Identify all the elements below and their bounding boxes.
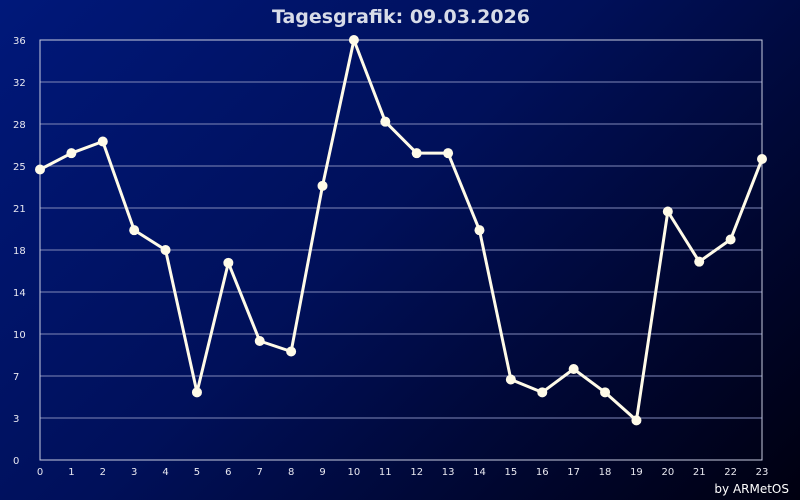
data-point (191, 387, 202, 398)
data-point (129, 225, 140, 236)
plot-area-frame (39, 39, 763, 461)
x-tick-label: 20 (661, 467, 674, 478)
data-point (380, 116, 391, 127)
x-tick-label: 16 (536, 467, 549, 478)
y-axis-ticks: 0 3 7 10 14 18 21 25 28 32 36 (13, 36, 26, 467)
y-tick-label: 7 (13, 372, 19, 383)
x-tick-label: 12 (410, 467, 423, 478)
x-tick-label: 7 (257, 467, 263, 478)
x-tick-label: 2 (100, 467, 106, 478)
data-point (631, 415, 642, 426)
data-point (254, 336, 265, 346)
x-tick-label: 22 (724, 467, 737, 478)
y-tick-label: 25 (13, 162, 26, 173)
x-tick-label: 0 (37, 467, 43, 478)
data-point (443, 148, 454, 159)
y-tick-label: 28 (13, 120, 26, 131)
x-tick-label: 19 (630, 467, 643, 478)
x-tick-label: 18 (599, 467, 612, 478)
data-point (568, 364, 579, 374)
series (35, 35, 767, 426)
x-tick-label: 15 (505, 467, 518, 478)
x-tick-label: 3 (131, 467, 137, 478)
y-tick-label: 10 (13, 330, 26, 341)
x-tick-label: 1 (68, 467, 74, 478)
x-tick-label: 4 (162, 467, 168, 478)
data-point (411, 148, 422, 159)
data-point (474, 225, 485, 236)
y-tick-label: 14 (13, 288, 26, 299)
y-tick-label: 21 (13, 204, 26, 215)
data-point (537, 387, 548, 398)
data-point (286, 346, 297, 357)
series-line (38, 38, 764, 422)
y-tick-label: 32 (13, 78, 26, 89)
data-point (223, 257, 234, 268)
x-tick-label: 14 (473, 467, 486, 478)
data-point (725, 234, 736, 245)
x-tick-label: 9 (319, 467, 325, 478)
credit-label: by ARMetOS (714, 482, 789, 496)
data-point (662, 206, 673, 217)
x-tick-label: 6 (225, 467, 231, 478)
data-point (505, 374, 516, 385)
x-tick-label: 10 (348, 467, 361, 478)
y-tick-label: 18 (13, 246, 26, 257)
grid (40, 81, 762, 419)
data-point (348, 35, 359, 45)
data-point (97, 136, 108, 147)
data-point (66, 148, 77, 159)
chart-title: Tagesgrafik: 09.03.2026 (272, 6, 530, 28)
y-tick-label: 36 (13, 36, 26, 47)
x-tick-label: 11 (379, 467, 392, 478)
x-tick-label: 8 (288, 467, 294, 478)
y-tick-label: 3 (13, 414, 19, 425)
x-tick-label: 17 (567, 467, 580, 478)
data-point (694, 256, 705, 267)
data-point (35, 164, 45, 175)
data-point (160, 245, 171, 255)
y-tick-label: 0 (13, 456, 19, 467)
x-tick-label: 5 (194, 467, 200, 478)
x-tick-label: 23 (756, 467, 769, 478)
x-axis-ticks: 0 1 2 3 4 5 6 7 8 9 10 11 12 13 14 15 16 17 18 19 20 21 22 23 (37, 467, 769, 478)
x-tick-label: 21 (693, 467, 706, 478)
data-point (757, 154, 767, 164)
x-tick-label: 13 (442, 467, 455, 478)
data-point (600, 387, 611, 398)
data-point (317, 180, 328, 191)
